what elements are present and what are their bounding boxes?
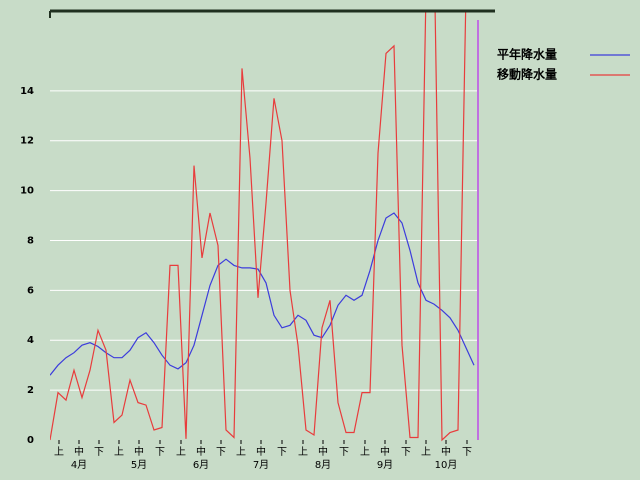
series-line bbox=[50, 212, 475, 376]
month-label: 7月 bbox=[253, 459, 269, 471]
month-label: 6月 bbox=[193, 459, 209, 471]
y-tick-label: 14 bbox=[20, 86, 34, 97]
x-tick-label: 上 bbox=[236, 446, 246, 458]
x-tick-label: 中 bbox=[134, 445, 144, 458]
x-tick-label: 上 bbox=[298, 446, 308, 458]
y-tick-label: 10 bbox=[20, 186, 34, 197]
x-tick-label: 上 bbox=[54, 446, 64, 458]
x-tick-label: 上 bbox=[360, 446, 370, 458]
month-label: 4月 bbox=[71, 459, 87, 471]
x-tick-label: 中 bbox=[380, 445, 390, 458]
x-tick-label: 上 bbox=[421, 446, 431, 458]
x-tick-label: 中 bbox=[318, 445, 328, 458]
y-tick-label: 6 bbox=[27, 285, 34, 296]
y-tick-label: 4 bbox=[27, 335, 34, 346]
x-tick-label: 中 bbox=[441, 445, 451, 458]
x-tick-label: 下 bbox=[462, 447, 472, 458]
y-tick-label: 8 bbox=[27, 235, 34, 246]
month-label: 9月 bbox=[377, 459, 393, 471]
month-label: 8月 bbox=[315, 459, 331, 471]
month-label: 10月 bbox=[435, 459, 458, 471]
series-line bbox=[50, 11, 467, 442]
y-tick-label: 12 bbox=[20, 136, 34, 147]
legend-label: 移動降水量 bbox=[497, 67, 557, 82]
y-tick-label: 0 bbox=[27, 435, 34, 446]
y-tick-label: 2 bbox=[27, 385, 34, 396]
x-tick-label: 中 bbox=[74, 445, 84, 458]
legend-label: 平年降水量 bbox=[497, 47, 557, 62]
x-tick-label: 下 bbox=[94, 447, 104, 458]
x-tick-label: 上 bbox=[114, 446, 124, 458]
x-tick-label: 下 bbox=[339, 447, 349, 458]
x-tick-label: 下 bbox=[216, 447, 226, 458]
month-label: 5月 bbox=[131, 459, 147, 471]
x-tick-label: 中 bbox=[256, 445, 266, 458]
x-tick-label: 下 bbox=[155, 447, 165, 458]
x-tick-label: 中 bbox=[196, 445, 206, 458]
x-tick-label: 下 bbox=[277, 447, 287, 458]
x-tick-label: 下 bbox=[401, 447, 411, 458]
x-tick-label: 上 bbox=[176, 446, 186, 458]
